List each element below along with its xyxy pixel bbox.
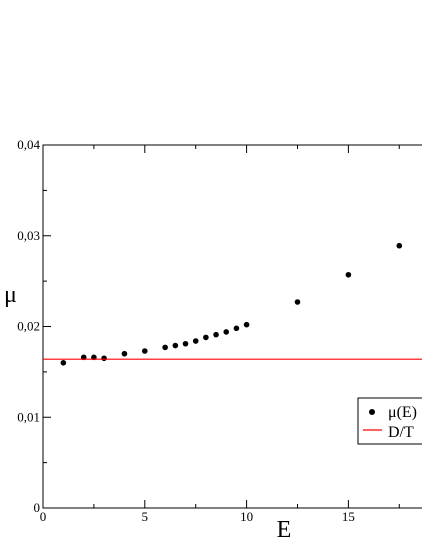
y-axis-title: μ: [4, 282, 17, 308]
data-point: [233, 325, 240, 332]
x-tick-label-1: 5: [142, 509, 149, 524]
y-tick-label-1: 0,01: [17, 409, 40, 424]
legend-box: [357, 397, 422, 445]
series: [43, 242, 422, 366]
data-point: [141, 348, 148, 354]
data-point: [121, 350, 128, 357]
x-tick-label-3: 15: [342, 509, 355, 524]
data-point: [172, 342, 179, 349]
data-point: [101, 355, 107, 362]
legend-label-0: μ(E): [388, 404, 417, 421]
data-point: [162, 344, 168, 351]
data-point: [223, 329, 230, 335]
data-point: [203, 334, 209, 341]
plot-frame: [42, 144, 422, 509]
data-point: [60, 360, 67, 366]
data-point: [396, 242, 403, 249]
ticks: 0 5 10 15 0 0,01 0,02 0,03 0,04: [17, 137, 400, 524]
y-tick-label-3: 0,03: [17, 228, 40, 243]
legend: μ(E) D/T: [357, 397, 422, 445]
data-point: [192, 338, 199, 344]
y-tick-label-2: 0,02: [17, 319, 40, 334]
data-point: [243, 321, 250, 328]
data-point: [345, 271, 352, 278]
x-axis-title: E: [277, 517, 292, 543]
axes: [42, 144, 422, 509]
data-point: [213, 331, 219, 338]
data-point: [182, 340, 189, 347]
x-tick-label-2: 10: [240, 509, 253, 524]
legend-marker-0: [369, 409, 375, 415]
y-tick-label-0: 0: [34, 500, 41, 515]
data-point: [294, 299, 301, 305]
x-tick-label-0: 0: [40, 509, 47, 524]
legend-label-1: D/T: [388, 424, 414, 441]
y-tick-label-4: 0,04: [17, 137, 40, 152]
